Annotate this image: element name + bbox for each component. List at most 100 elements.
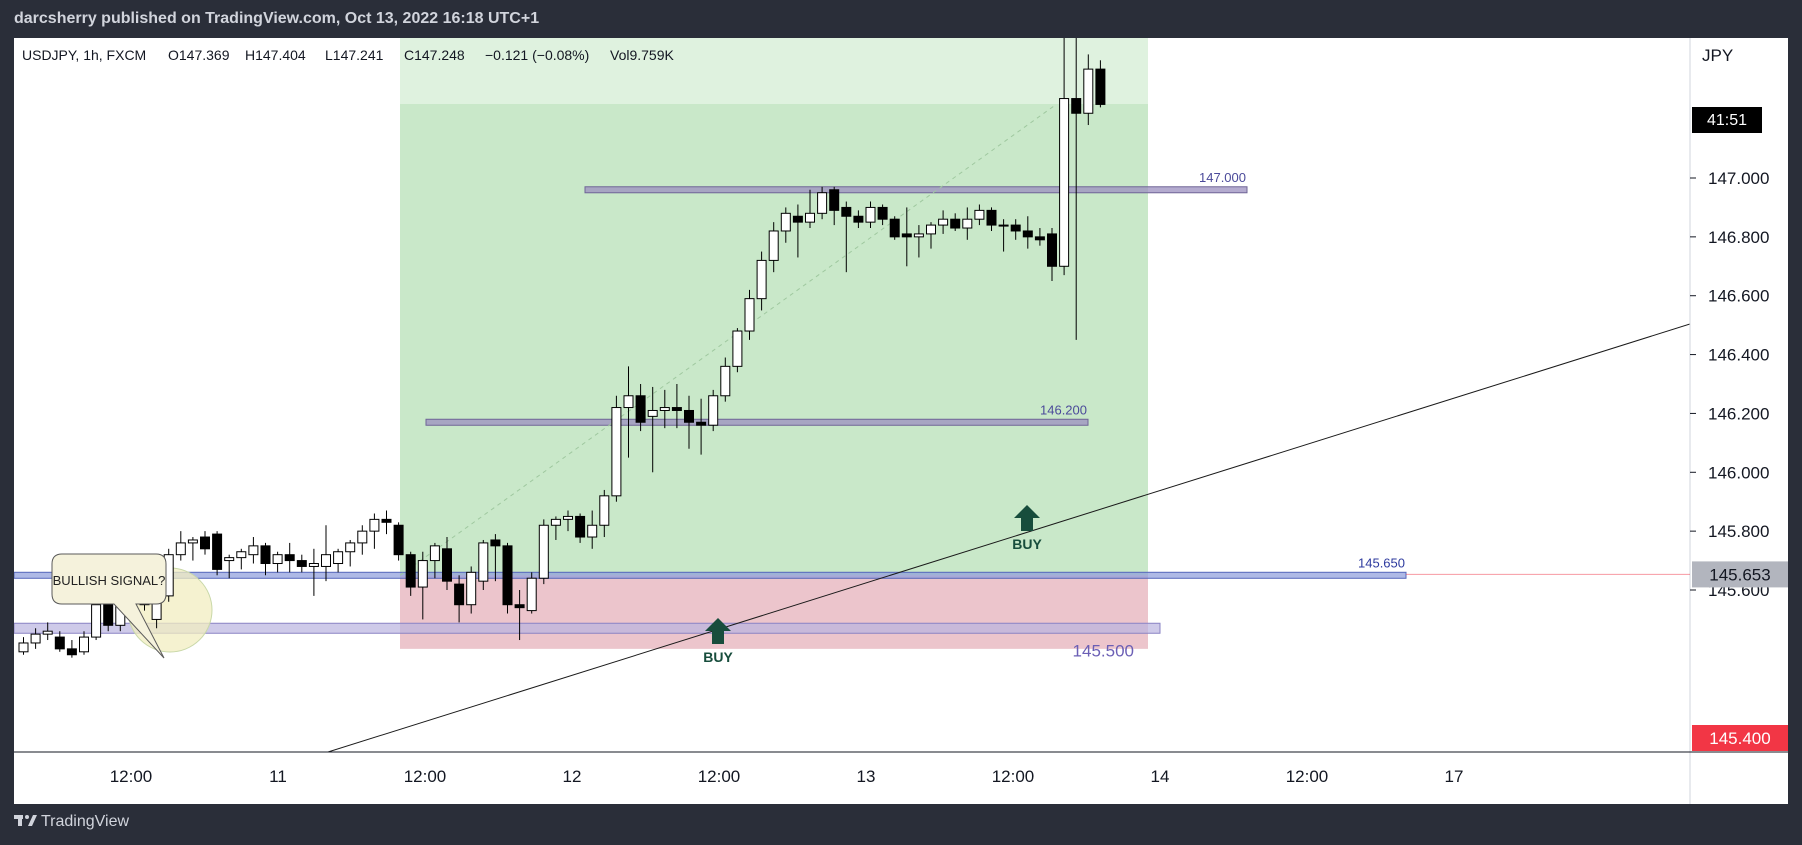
candle-body[interactable] bbox=[853, 215, 864, 223]
support-level-146200[interactable] bbox=[425, 418, 1089, 426]
support-level-145500[interactable] bbox=[14, 622, 1161, 634]
candle-body[interactable] bbox=[224, 557, 235, 562]
candle-body[interactable] bbox=[526, 577, 537, 612]
bullish-signal-callout[interactable]: BULLISH SIGNAL? bbox=[51, 553, 167, 659]
candle-body[interactable] bbox=[684, 409, 694, 423]
candle-body[interactable] bbox=[79, 636, 89, 653]
candle-body[interactable] bbox=[30, 633, 41, 644]
candle-body[interactable] bbox=[817, 192, 828, 214]
candle-body[interactable] bbox=[805, 212, 815, 223]
price-tick-label: 146.200 bbox=[1708, 404, 1769, 423]
candle-body[interactable] bbox=[429, 545, 440, 562]
candle-body[interactable] bbox=[998, 224, 1009, 227]
candle-body[interactable] bbox=[1083, 68, 1094, 114]
candle-body[interactable] bbox=[659, 407, 670, 411]
candle-body[interactable] bbox=[780, 212, 791, 232]
candle-body[interactable] bbox=[502, 545, 513, 606]
candle-body[interactable] bbox=[841, 206, 852, 217]
candle-body[interactable] bbox=[18, 642, 29, 653]
candle-body[interactable] bbox=[587, 524, 598, 538]
candle-body[interactable] bbox=[466, 571, 477, 606]
candle-body[interactable] bbox=[550, 518, 561, 526]
candle-body[interactable] bbox=[308, 563, 319, 567]
candle-body[interactable] bbox=[321, 554, 331, 567]
buy-label: BUY bbox=[1012, 536, 1042, 552]
candle-body[interactable] bbox=[877, 206, 888, 220]
candle-body[interactable] bbox=[901, 233, 912, 238]
candle-body[interactable] bbox=[611, 407, 622, 497]
candle-body[interactable] bbox=[54, 636, 65, 650]
candle-body[interactable] bbox=[792, 215, 803, 223]
candle-body[interactable] bbox=[563, 515, 573, 520]
candle-body[interactable] bbox=[405, 554, 416, 588]
candle-body[interactable] bbox=[66, 648, 77, 656]
candle-body[interactable] bbox=[926, 224, 936, 235]
candle-body[interactable] bbox=[889, 218, 900, 238]
candle-body[interactable] bbox=[950, 218, 961, 229]
candle-body[interactable] bbox=[1022, 230, 1033, 238]
candle-body[interactable] bbox=[175, 542, 186, 556]
candle-body[interactable] bbox=[768, 230, 779, 261]
candle-body[interactable] bbox=[744, 298, 755, 332]
candle-body[interactable] bbox=[272, 554, 283, 565]
candle-body[interactable] bbox=[514, 604, 525, 609]
candle-body[interactable] bbox=[1010, 224, 1021, 232]
tradingview-logo[interactable]: TradingView bbox=[14, 809, 164, 833]
candle-body[interactable] bbox=[103, 604, 114, 626]
buy-label: BUY bbox=[703, 649, 733, 665]
chart-area[interactable]: 147.000 146.200 145.650 145.500 BULLISH … bbox=[14, 38, 1788, 804]
candle-body[interactable] bbox=[345, 542, 356, 553]
candle-body[interactable] bbox=[187, 539, 198, 544]
candle-body[interactable] bbox=[1059, 98, 1070, 267]
candle-body[interactable] bbox=[732, 330, 743, 367]
candle-body[interactable] bbox=[333, 551, 344, 565]
candle-body[interactable] bbox=[671, 407, 682, 411]
candle-body[interactable] bbox=[623, 395, 634, 409]
candle-body[interactable] bbox=[575, 515, 586, 538]
candle-body[interactable] bbox=[42, 630, 53, 635]
candle-body[interactable] bbox=[381, 518, 392, 523]
price-axis[interactable]: 146.600 146.400 146.200 146.000 145.800 145.6… bbox=[1690, 169, 1769, 600]
candlestick-chart[interactable]: 147.000 146.200 145.650 145.500 BULLISH … bbox=[14, 38, 1788, 804]
candle-body[interactable] bbox=[696, 421, 707, 426]
candle-body[interactable] bbox=[236, 551, 247, 559]
candle-body[interactable] bbox=[200, 536, 210, 550]
candle-body[interactable] bbox=[635, 395, 646, 423]
candle-body[interactable] bbox=[1095, 68, 1106, 105]
candle-body[interactable] bbox=[478, 542, 489, 582]
candle-body[interactable] bbox=[829, 189, 840, 211]
candle-body[interactable] bbox=[1047, 233, 1057, 267]
candle-body[interactable] bbox=[212, 533, 223, 570]
candle-body[interactable] bbox=[647, 409, 658, 417]
candle-body[interactable] bbox=[442, 548, 452, 582]
trend-line[interactable] bbox=[327, 323, 1690, 752]
candle-body[interactable] bbox=[91, 604, 102, 638]
candle-body[interactable] bbox=[720, 365, 731, 397]
candle-body[interactable] bbox=[756, 259, 767, 300]
resistance-level-147000[interactable] bbox=[584, 186, 1248, 194]
candle-body[interactable] bbox=[417, 560, 428, 588]
candle-body[interactable] bbox=[296, 560, 307, 567]
candle-body[interactable] bbox=[369, 518, 380, 532]
candle-body[interactable] bbox=[1071, 98, 1082, 114]
candle-body[interactable] bbox=[357, 530, 368, 544]
candle-body[interactable] bbox=[986, 209, 997, 226]
support-level-145650[interactable] bbox=[14, 571, 1407, 579]
time-tick-label: 12:00 bbox=[110, 767, 153, 786]
candle-body[interactable] bbox=[962, 218, 973, 229]
candle-body[interactable] bbox=[538, 524, 549, 579]
candle-body[interactable] bbox=[599, 495, 610, 526]
candle-body[interactable] bbox=[284, 554, 295, 562]
candle-body[interactable] bbox=[708, 395, 719, 426]
candle-body[interactable] bbox=[248, 545, 259, 556]
candle-body[interactable] bbox=[1034, 236, 1045, 241]
candle-body[interactable] bbox=[938, 218, 949, 226]
candle-body[interactable] bbox=[974, 209, 985, 220]
candle-body[interactable] bbox=[393, 524, 404, 556]
candle-body[interactable] bbox=[260, 545, 271, 565]
candle-body[interactable] bbox=[490, 539, 501, 547]
candle-body[interactable] bbox=[865, 206, 876, 223]
time-axis[interactable]: 12:00 11 12:00 12 12:00 13 12:00 14 12:00 17 bbox=[110, 767, 1464, 786]
candle-body[interactable] bbox=[454, 583, 465, 606]
candle-body[interactable] bbox=[913, 233, 924, 238]
